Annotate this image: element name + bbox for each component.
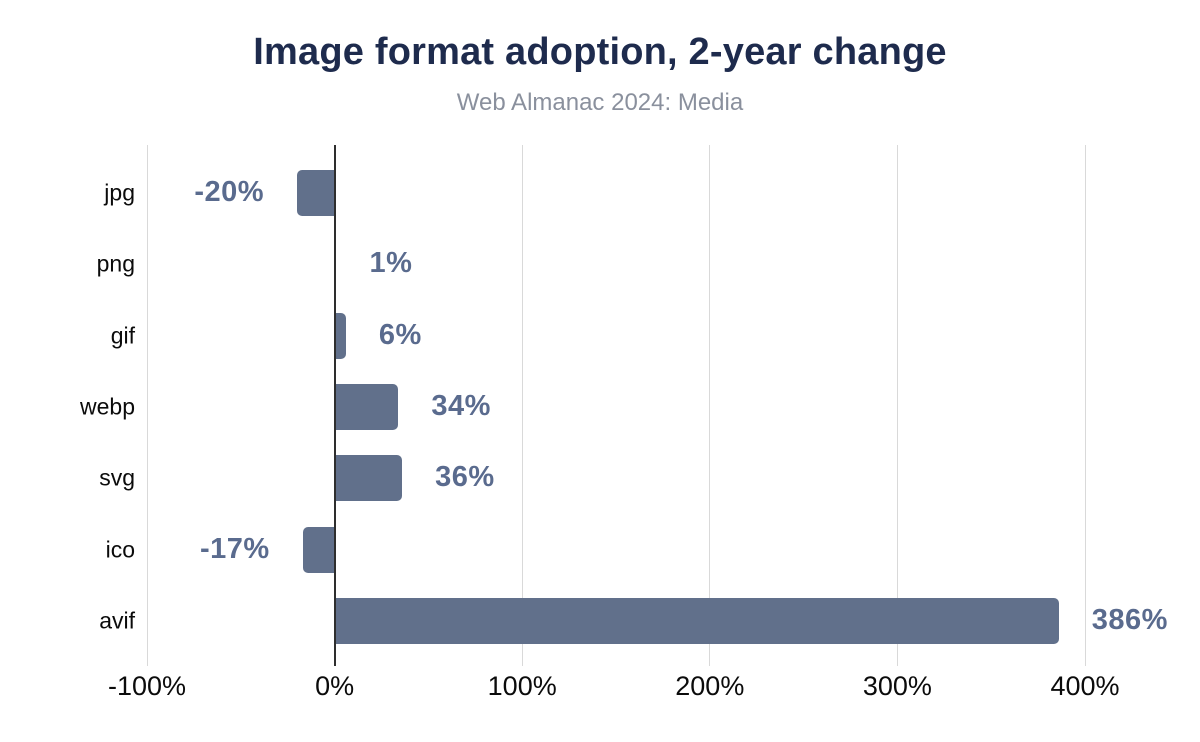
- gridline: [709, 145, 711, 666]
- chart-subtitle: Web Almanac 2024: Media: [456, 89, 744, 116]
- gridline: [146, 145, 148, 666]
- category-label: ico: [105, 536, 135, 563]
- value-label: 6%: [378, 318, 422, 351]
- value-label: 34%: [431, 389, 491, 422]
- x-tick-label: -100%: [107, 671, 187, 701]
- value-label: 36%: [435, 461, 495, 494]
- x-tick-label: 200%: [675, 671, 745, 701]
- chart-title: Image format adoption, 2-year change: [253, 31, 947, 73]
- bar: [297, 169, 335, 216]
- category-label: jpg: [104, 179, 135, 206]
- value-label: 386%: [1091, 604, 1168, 637]
- category-label: png: [96, 250, 135, 277]
- value-label: 1%: [369, 246, 413, 279]
- x-tick-label: 100%: [487, 671, 557, 701]
- category-label: avif: [99, 607, 135, 634]
- bar: [302, 526, 335, 573]
- value-label: -20%: [194, 175, 265, 208]
- bar: [334, 312, 346, 359]
- category-label: webp: [80, 393, 135, 420]
- category-label: gif: [110, 322, 135, 349]
- x-tick-label: 400%: [1050, 671, 1120, 701]
- gridline: [1084, 145, 1086, 666]
- gridline: [896, 145, 898, 666]
- bar: [334, 384, 399, 430]
- zero-axis-line: [333, 145, 336, 666]
- category-label: svg: [99, 464, 135, 491]
- bar: [334, 598, 1059, 645]
- value-label: -17%: [200, 532, 270, 565]
- x-tick-label: 300%: [862, 671, 932, 701]
- x-tick-label: 0%: [315, 671, 355, 701]
- gridline: [521, 145, 523, 666]
- bar: [334, 455, 403, 502]
